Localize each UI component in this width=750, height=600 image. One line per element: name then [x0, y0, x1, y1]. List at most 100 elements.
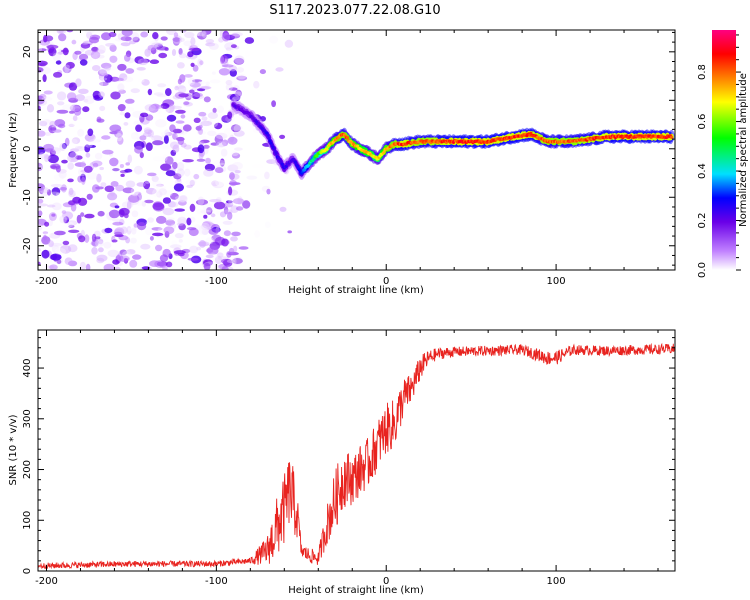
heatmap-cell	[119, 111, 125, 116]
heatmap-cell	[46, 204, 56, 208]
heatmap-cell	[152, 188, 161, 197]
heatmap-cell	[221, 238, 229, 247]
x-tick-label: 100	[547, 576, 566, 587]
heatmap-cell	[156, 191, 163, 198]
heatmap-cell	[50, 253, 62, 261]
heatmap-cell	[107, 192, 118, 201]
heatmap-cell	[125, 180, 136, 188]
heatmap-cell	[231, 257, 237, 266]
heatmap-cell	[71, 116, 83, 121]
heatmap-cell	[71, 39, 77, 45]
heatmap-cell	[145, 220, 152, 226]
heatmap-cell	[223, 206, 229, 215]
heatmap-cell	[210, 213, 216, 218]
heatmap-cell	[189, 203, 196, 212]
heatmap-cell	[212, 181, 225, 189]
heatmap-cell	[137, 58, 149, 66]
heatmap-cell	[48, 47, 57, 57]
heatmap-cell	[275, 67, 284, 72]
heatmap-cell	[43, 119, 51, 123]
heatmap-cell	[87, 128, 94, 137]
heatmap-cell	[54, 248, 66, 255]
y-tick-label: 100	[22, 511, 33, 530]
heatmap-cell	[98, 247, 104, 253]
heatmap-cell	[55, 192, 64, 197]
heatmap-cell	[70, 148, 80, 152]
heatmap-cell	[38, 210, 43, 217]
heatmap-cell	[218, 162, 226, 168]
colorbar-tick-label: 0.2	[697, 213, 708, 229]
heatmap-cell	[152, 31, 159, 40]
heatmap-cell	[214, 264, 220, 270]
heatmap-cell	[42, 74, 47, 83]
heatmap-cell	[114, 231, 123, 236]
heatmap-cell	[219, 158, 225, 167]
heatmap-cell	[212, 107, 217, 114]
heatmap-cell	[163, 134, 169, 144]
heatmap-cell	[68, 82, 78, 91]
heatmap-cell	[38, 105, 41, 111]
snr-axes: -200 -100 0 100 0 100 200 300 400	[22, 330, 675, 587]
heatmap-cell	[266, 188, 271, 195]
heatmap-cell	[226, 200, 233, 204]
heatmap-cell	[86, 193, 93, 200]
heatmap-cell	[132, 254, 142, 260]
heatmap-cell	[133, 223, 138, 228]
heatmap-cell	[138, 67, 144, 71]
heatmap-cell	[38, 203, 48, 207]
y-tick-label: 400	[22, 359, 33, 378]
heatmap-cell	[158, 52, 168, 59]
heatmap-cell	[126, 200, 132, 210]
heatmap-cell	[79, 261, 86, 270]
heatmap-cell	[51, 202, 62, 211]
heatmap-cell	[101, 135, 111, 140]
heatmap-cell	[104, 227, 113, 234]
heatmap-cell	[133, 165, 143, 175]
heatmap-cell	[214, 255, 223, 265]
heatmap-cell	[55, 77, 60, 84]
heatmap-cell	[96, 116, 102, 123]
heatmap-cell	[229, 180, 237, 187]
heatmap-cell	[68, 229, 80, 233]
heatmap-cell	[232, 258, 243, 264]
heatmap-cell	[133, 120, 142, 126]
heatmap-cell	[108, 31, 117, 38]
heatmap-cell	[124, 54, 131, 62]
heatmap-cell	[90, 50, 101, 60]
heatmap-cell	[109, 55, 118, 63]
x-tick-label: 0	[383, 576, 389, 587]
heatmap-cell	[214, 134, 223, 144]
heatmap-cell	[38, 223, 43, 231]
heatmap-cell	[176, 199, 186, 203]
heatmap-cell	[43, 265, 49, 270]
heatmap-cell	[76, 214, 82, 224]
heatmap-cell	[227, 164, 239, 172]
heatmap-cell	[180, 114, 186, 119]
heatmap-cell	[211, 180, 220, 187]
heatmap-cell	[159, 254, 169, 262]
heatmap-cell	[62, 104, 74, 111]
heatmap-cell	[183, 101, 190, 106]
heatmap-cell	[51, 242, 63, 247]
heatmap-cell	[174, 208, 185, 212]
x-tick-label: -100	[205, 576, 228, 587]
heatmap-cell	[179, 212, 186, 219]
heatmap-cell	[193, 92, 203, 98]
heatmap-cell	[125, 98, 135, 104]
heatmap-cell	[130, 187, 139, 197]
heatmap-cell	[92, 65, 101, 72]
heatmap-cell	[190, 37, 196, 46]
heatmap-cell	[144, 179, 150, 184]
heatmap-cell	[100, 62, 112, 69]
heatmap-cell	[269, 35, 279, 44]
heatmap-cell	[59, 143, 66, 151]
heatmap-cell	[184, 31, 195, 39]
heatmap-cell	[208, 119, 219, 128]
heatmap-cell	[164, 190, 173, 197]
heatmap-cell	[75, 94, 85, 102]
heatmap-cell	[223, 127, 234, 137]
heatmap-cell	[221, 258, 230, 264]
heatmap-cell	[91, 233, 97, 242]
heatmap-cell	[77, 129, 85, 137]
heatmap-cell	[303, 168, 307, 172]
